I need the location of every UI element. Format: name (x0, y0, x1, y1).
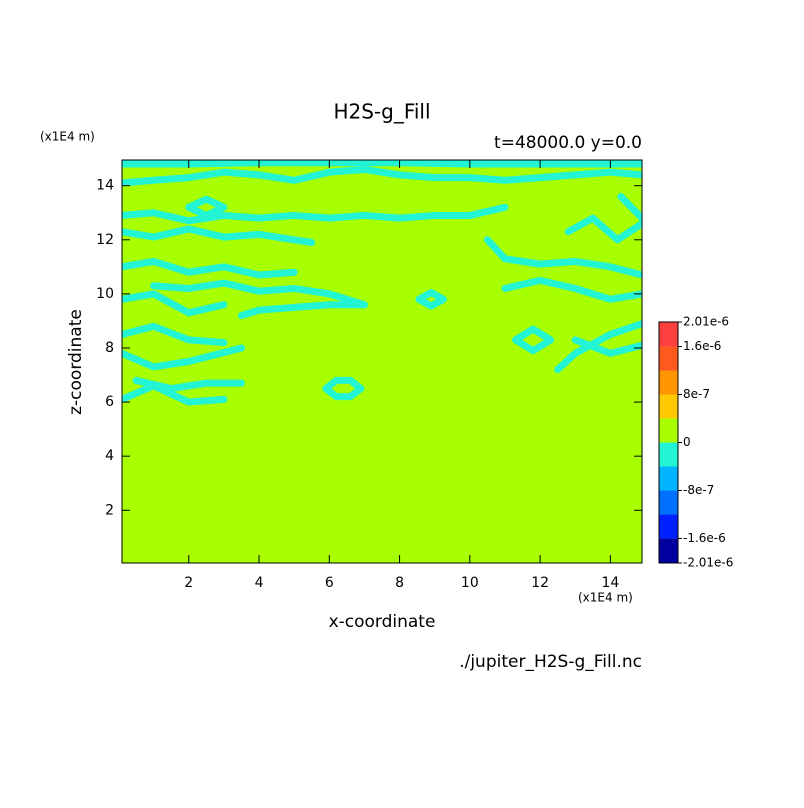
chart-subtitle: t=48000.0 y=0.0 (494, 133, 642, 153)
colorbar-band (659, 466, 678, 491)
contour-line (122, 257, 298, 279)
plot-frame (121, 159, 643, 564)
colorbar-tick-label: 0 (683, 435, 691, 449)
x-tick-label: 10 (461, 575, 479, 591)
y-tick-label: 12 (96, 232, 114, 248)
contour-line (122, 203, 509, 225)
contour-line (322, 376, 365, 401)
contour-line (122, 160, 642, 168)
chart-title: H2S-g_Fill (333, 100, 430, 124)
x-unit: (x1E4 m) (578, 591, 633, 605)
colorbar-band (659, 370, 678, 395)
colorbar-band (659, 538, 678, 563)
contour-line (501, 276, 642, 303)
y-tick-label: 14 (96, 178, 114, 194)
colorbar-tick-label: 8e-7 (683, 387, 710, 401)
y-tick-label: 6 (105, 394, 114, 410)
contour-line (122, 382, 228, 406)
contour-line (237, 301, 368, 320)
colorbar-band (659, 442, 678, 467)
colorbar-band (659, 418, 678, 443)
colorbar-tick-label: -1.6e-6 (683, 531, 726, 545)
colorbar-band (659, 490, 678, 515)
contour-line (415, 289, 447, 310)
contour-line (483, 236, 642, 279)
contour-line (122, 344, 245, 371)
contour-line (122, 165, 642, 187)
contour-line (617, 193, 642, 222)
contour-line (564, 214, 642, 244)
contour-line (122, 290, 228, 317)
colorbar-band (659, 394, 678, 419)
contour-line (185, 195, 228, 219)
colorbar-band (659, 322, 678, 347)
x-tick-label: 4 (255, 575, 264, 591)
plot-background (122, 160, 642, 563)
y-axis-label: z-coordinate (66, 309, 86, 415)
colorbar-tick-label: -2.01e-6 (683, 556, 733, 570)
contour-line (150, 279, 368, 309)
colorbar-tick-label: 1.6e-6 (683, 339, 721, 353)
x-axis-label: x-coordinate (329, 612, 436, 632)
colorbar-tick-label: 2.01e-6 (683, 315, 729, 329)
contour-line (512, 325, 555, 355)
contour-line (122, 322, 228, 347)
colorbar-tick-label: -8e-7 (683, 483, 714, 497)
x-tick-label: 6 (325, 575, 334, 591)
colorbar-band (659, 514, 678, 539)
source-label: ./jupiter_H2S-g_Fill.nc (459, 652, 642, 672)
contour-line (571, 336, 642, 357)
y-tick-label: 4 (105, 448, 114, 464)
y-unit: (x1E4 m) (40, 130, 95, 144)
x-tick-label: 12 (531, 575, 549, 591)
colorbar-band (659, 346, 678, 371)
y-tick-label: 10 (96, 286, 114, 302)
y-tick-label: 8 (105, 340, 114, 356)
contours (122, 160, 642, 406)
x-tick-label: 14 (601, 575, 619, 591)
x-tick-label: 2 (184, 575, 193, 591)
y-tick-label: 2 (105, 502, 114, 518)
x-tick-label: 8 (395, 575, 404, 591)
contour-line (122, 225, 316, 246)
